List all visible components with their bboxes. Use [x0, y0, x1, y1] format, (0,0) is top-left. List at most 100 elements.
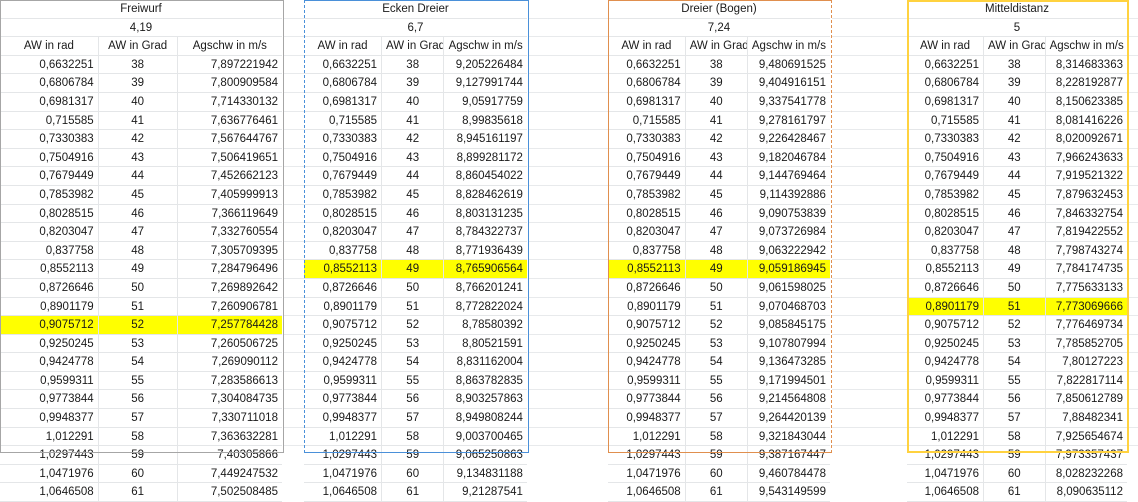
empty-cell[interactable]: [284, 93, 304, 112]
empty-cell[interactable]: [284, 372, 304, 391]
cell-aw-rad[interactable]: 0,7504916: [304, 148, 382, 168]
cell-aw-grad[interactable]: 54: [382, 353, 445, 372]
cell-agschw[interactable]: 7,819422552: [1045, 223, 1127, 242]
cell-agschw[interactable]: 8,784322737: [444, 223, 527, 242]
empty-cell[interactable]: [529, 56, 608, 75]
empty-cell[interactable]: [1129, 167, 1138, 186]
empty-cell[interactable]: [1129, 130, 1138, 149]
cell-aw-grad[interactable]: 51: [984, 297, 1046, 317]
cell-agschw[interactable]: 9,063222942: [747, 242, 830, 261]
cell-aw-rad[interactable]: 0,9250245: [0, 334, 99, 354]
empty-cell[interactable]: [832, 205, 907, 224]
cell-aw-grad[interactable]: 40: [685, 92, 748, 112]
cell-aw-grad[interactable]: 47: [382, 223, 445, 242]
empty-cell[interactable]: [529, 335, 608, 354]
cell-aw-grad[interactable]: 52: [685, 316, 748, 335]
cell-agschw[interactable]: 7,257784428: [177, 316, 282, 335]
cell-aw-rad[interactable]: 0,6632251: [608, 55, 686, 75]
cell-aw-grad[interactable]: 52: [984, 316, 1046, 335]
cell-agschw[interactable]: 7,332760554: [177, 223, 282, 242]
cell-agschw[interactable]: 7,449247532: [177, 465, 282, 484]
empty-cell[interactable]: [529, 372, 608, 391]
cell-aw-grad[interactable]: 56: [984, 390, 1046, 410]
cell-aw-rad[interactable]: 0,8028515: [0, 204, 99, 224]
cell-agschw[interactable]: 7,973357437: [1045, 446, 1127, 465]
cell-aw-rad[interactable]: 0,9599311: [304, 371, 382, 391]
cell-agschw[interactable]: 8,831162004: [444, 353, 527, 372]
cell-aw-rad[interactable]: 1,012291: [907, 427, 984, 447]
empty-cell[interactable]: [832, 279, 907, 298]
cell-agschw[interactable]: 8,899281172: [444, 149, 527, 168]
cell-aw-grad[interactable]: 58: [98, 427, 178, 447]
cell-aw-rad[interactable]: 1,0471976: [608, 464, 686, 484]
cell-aw-rad[interactable]: 0,6632251: [0, 55, 99, 75]
cell-agschw[interactable]: 9,059186945: [747, 260, 830, 279]
cell-aw-rad[interactable]: 1,0646508: [304, 483, 382, 502]
cell-aw-rad[interactable]: 1,0471976: [907, 464, 984, 484]
cell-aw-rad[interactable]: 0,8203047: [608, 223, 686, 242]
cell-aw-rad[interactable]: 0,9424778: [304, 353, 382, 372]
cell-aw-grad[interactable]: 47: [984, 223, 1046, 242]
cell-aw-grad[interactable]: 51: [382, 297, 445, 317]
empty-cell[interactable]: [284, 223, 304, 242]
column-header-2[interactable]: Agschw in m/s: [1045, 37, 1127, 56]
cell-aw-rad[interactable]: 0,9773844: [0, 390, 99, 410]
cell-agschw[interactable]: 7,366119649: [177, 205, 282, 224]
cell-agschw[interactable]: 7,785852705: [1045, 335, 1127, 354]
cell-aw-grad[interactable]: 53: [984, 334, 1046, 354]
empty-cell[interactable]: [284, 428, 304, 447]
cell-agschw[interactable]: 7,636776461: [177, 112, 282, 131]
cell-agschw[interactable]: 7,305709395: [177, 242, 282, 261]
cell-aw-grad[interactable]: 43: [685, 148, 748, 168]
cell-agschw[interactable]: 9,337541778: [747, 93, 830, 112]
cell-aw-rad[interactable]: 0,8726646: [907, 278, 984, 298]
empty-cell[interactable]: [284, 316, 304, 335]
cell-aw-rad[interactable]: 0,7330383: [0, 130, 99, 149]
empty-cell[interactable]: [832, 335, 907, 354]
cell-aw-grad[interactable]: 59: [382, 446, 445, 465]
cell-aw-rad[interactable]: 0,8726646: [0, 278, 99, 298]
cell-aw-rad[interactable]: 0,9599311: [608, 371, 686, 391]
cell-agschw[interactable]: 8,766201241: [444, 279, 527, 298]
cell-aw-rad[interactable]: 0,715585: [304, 111, 382, 131]
cell-aw-grad[interactable]: 50: [98, 278, 178, 298]
cell-aw-grad[interactable]: 41: [984, 111, 1046, 131]
cell-aw-rad[interactable]: 0,9948377: [304, 409, 382, 428]
cell-aw-rad[interactable]: 0,9075712: [608, 316, 686, 335]
cell-agschw[interactable]: 9,05917759: [444, 93, 527, 112]
empty-cell[interactable]: [529, 205, 608, 224]
empty-cell[interactable]: [1129, 428, 1138, 447]
cell-aw-grad[interactable]: 53: [382, 334, 445, 354]
empty-cell[interactable]: [832, 19, 907, 38]
cell-aw-grad[interactable]: 60: [685, 464, 748, 484]
cell-agschw[interactable]: 7,800909584: [177, 74, 282, 93]
empty-cell[interactable]: [1129, 279, 1138, 298]
cell-agschw[interactable]: 9,144769464: [747, 167, 830, 186]
cell-aw-rad[interactable]: 1,0471976: [0, 464, 99, 484]
cell-aw-rad[interactable]: 0,7330383: [304, 130, 382, 149]
empty-cell[interactable]: [832, 37, 907, 56]
cell-agschw[interactable]: 9,003700465: [444, 428, 527, 447]
cell-aw-rad[interactable]: 1,0297443: [907, 446, 984, 465]
cell-aw-grad[interactable]: 59: [98, 446, 178, 465]
cell-aw-rad[interactable]: 0,8726646: [608, 278, 686, 298]
cell-aw-grad[interactable]: 52: [98, 316, 178, 335]
cell-aw-rad[interactable]: 0,7679449: [0, 167, 99, 186]
cell-aw-grad[interactable]: 57: [98, 409, 178, 428]
cell-aw-rad[interactable]: 0,6981317: [907, 92, 984, 112]
cell-aw-rad[interactable]: 0,7853982: [304, 185, 382, 205]
cell-agschw[interactable]: 7,363632281: [177, 428, 282, 447]
empty-sheet-column[interactable]: [529, 0, 608, 453]
table-mitteldistanz[interactable]: Mitteldistanz 5 AW in rad AW in Grad Agschw …: [907, 0, 1129, 502]
cell-aw-rad[interactable]: 0,7330383: [907, 130, 984, 149]
cell-agschw[interactable]: 7,452662123: [177, 167, 282, 186]
cell-aw-rad[interactable]: 0,9075712: [304, 316, 382, 335]
cell-aw-rad[interactable]: 0,7504916: [0, 148, 99, 168]
cell-aw-rad[interactable]: 0,9250245: [608, 334, 686, 354]
cell-agschw[interactable]: 7,567644767: [177, 130, 282, 149]
empty-cell[interactable]: [284, 279, 304, 298]
cell-aw-grad[interactable]: 48: [984, 241, 1046, 261]
empty-cell[interactable]: [529, 223, 608, 242]
empty-cell[interactable]: [1129, 372, 1138, 391]
empty-cell[interactable]: [284, 335, 304, 354]
